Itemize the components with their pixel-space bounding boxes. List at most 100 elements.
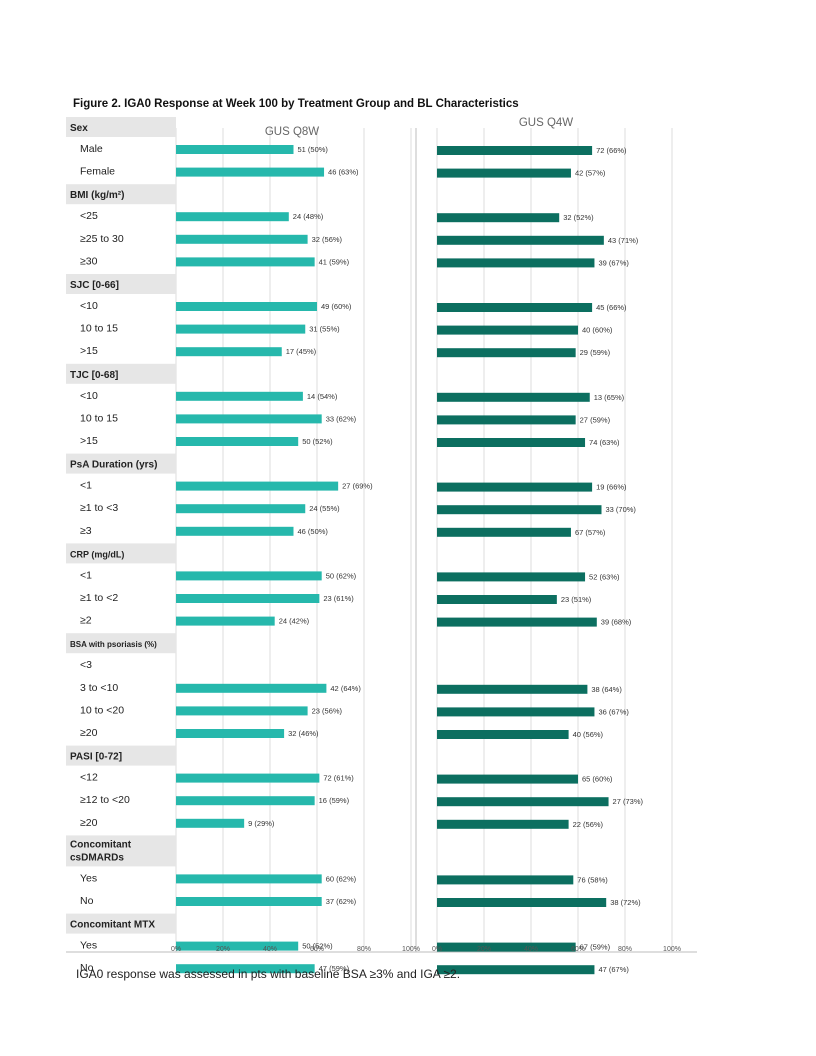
data-label-q4w: 65 (60%): [582, 775, 613, 784]
bar-q4w: [437, 325, 578, 335]
bar-q8w: [176, 391, 303, 401]
panel-title-q8w: GUS Q8W: [265, 126, 319, 138]
group-header-label: BSA with psoriasis (%): [70, 640, 157, 649]
row-label: 10 to 15: [80, 412, 118, 424]
data-label-q4w: 67 (59%): [580, 943, 611, 952]
bar-q4w: [437, 875, 574, 885]
group-header-label: csDMARDs: [70, 852, 124, 863]
bar-q4w: [437, 730, 569, 739]
data-label-q8w: 14 (54%): [307, 392, 338, 401]
data-label-q4w: 29 (59%): [580, 348, 611, 357]
x-tick-label-q4w: 80%: [618, 946, 632, 953]
bar-q4w: [437, 482, 593, 492]
bar-q4w: [437, 572, 586, 582]
bar-q4w: [437, 235, 604, 245]
data-label-q4w: 38 (64%): [591, 685, 622, 694]
data-label-q8w: 72 (61%): [323, 774, 354, 783]
row-label: ≥3: [80, 525, 92, 537]
row-label: Male: [80, 143, 103, 155]
group-header-label: PASI [0-72]: [70, 752, 122, 763]
data-label-q4w: 43 (71%): [608, 236, 639, 245]
x-tick-label-q8w: 60%: [310, 946, 324, 953]
bar-q4w: [437, 707, 595, 717]
data-label-q8w: 46 (50%): [298, 527, 329, 536]
bar-q8w: [176, 818, 245, 828]
data-label-q4w: 38 (72%): [610, 898, 641, 907]
data-label-q4w: 74 (63%): [589, 438, 620, 447]
bar-q4w: [437, 505, 602, 515]
group-header-box: [66, 913, 176, 934]
row-label: ≥30: [80, 255, 98, 267]
data-label-q8w: 50 (62%): [326, 571, 357, 580]
row-label: No: [80, 962, 94, 974]
row-label: <1: [80, 569, 92, 581]
bar-q4w: [437, 819, 569, 829]
bar-q8w: [176, 504, 306, 514]
data-label-q8w: 27 (69%): [342, 482, 373, 491]
bar-q8w: [176, 897, 322, 906]
data-label-q4w: 19 (66%): [596, 483, 627, 492]
data-label-q8w: 50 (52%): [302, 942, 333, 951]
row-label: ≥12 to <20: [80, 794, 130, 806]
x-tick-label-q4w: 60%: [571, 946, 585, 953]
data-label-q8w: 33 (62%): [326, 414, 357, 423]
data-label-q4w: 23 (51%): [561, 595, 592, 604]
x-tick-label-q4w: 100%: [663, 946, 681, 953]
data-label-q8w: 32 (56%): [312, 235, 343, 244]
bar-q8w: [176, 874, 322, 884]
group-header-label: CRP (mg/dL): [70, 549, 124, 559]
bar-q8w: [176, 729, 285, 738]
data-label-q8w: 60 (62%): [326, 874, 357, 883]
group-header-label: PsA Duration (yrs): [70, 460, 157, 471]
data-label-q4w: 22 (56%): [573, 820, 604, 829]
bar-q8w: [176, 796, 315, 806]
bar-q8w: [176, 234, 308, 244]
data-label-q8w: 47 (59%): [319, 964, 350, 973]
data-label-q8w: 49 (60%): [321, 302, 352, 311]
group-header-box: [66, 184, 176, 205]
bar-q4w: [437, 527, 571, 537]
group-header-label: Concomitant MTX: [70, 920, 155, 931]
data-label-q4w: 39 (68%): [601, 618, 632, 627]
row-label: <10: [80, 300, 98, 312]
data-label-q8w: 42 (64%): [330, 684, 361, 693]
bar-q4w: [437, 942, 576, 952]
group-header-box: [66, 274, 176, 294]
bar-q4w: [437, 213, 560, 223]
data-label-q8w: 37 (62%): [326, 897, 357, 906]
bar-q8w: [176, 526, 294, 536]
bar-q4w: [437, 595, 557, 604]
data-label-q8w: 46 (63%): [328, 168, 359, 177]
bar-q8w: [176, 302, 317, 311]
data-label-q4w: 40 (60%): [582, 326, 613, 335]
data-label-q4w: 52 (63%): [589, 572, 620, 581]
row-label: Yes: [80, 940, 97, 952]
bar-q8w: [176, 324, 306, 334]
bar-q4w: [437, 168, 571, 178]
row-label: <3: [80, 659, 92, 671]
bar-q8w: [176, 437, 299, 446]
row-label: Yes: [80, 872, 97, 884]
group-header-box: [66, 745, 176, 766]
row-label: ≥2: [80, 615, 92, 627]
row-label: 10 to <20: [80, 704, 124, 716]
data-label-q8w: 31 (55%): [309, 325, 340, 334]
group-header-box: [66, 633, 176, 654]
bar-q8w: [176, 616, 275, 626]
group-header-label: SJC [0-66]: [70, 280, 119, 291]
data-label-q4w: 36 (67%): [598, 707, 629, 716]
bar-q8w: [176, 257, 315, 267]
data-label-q8w: 32 (46%): [288, 729, 319, 738]
x-tick-label-q8w: 80%: [357, 946, 371, 953]
bar-q8w: [176, 212, 289, 222]
group-header-label: Sex: [70, 123, 88, 134]
group-header-label: BMI (kg/m²): [70, 190, 124, 201]
x-tick-label-q8w: 40%: [263, 946, 277, 953]
bar-q4w: [437, 684, 588, 694]
x-tick-label-q4w: 0%: [432, 946, 442, 953]
bar-q4w: [437, 898, 607, 907]
data-label-q4w: 27 (73%): [613, 797, 644, 806]
x-tick-label-q4w: 20%: [477, 946, 491, 953]
data-label-q4w: 42 (57%): [575, 169, 606, 178]
